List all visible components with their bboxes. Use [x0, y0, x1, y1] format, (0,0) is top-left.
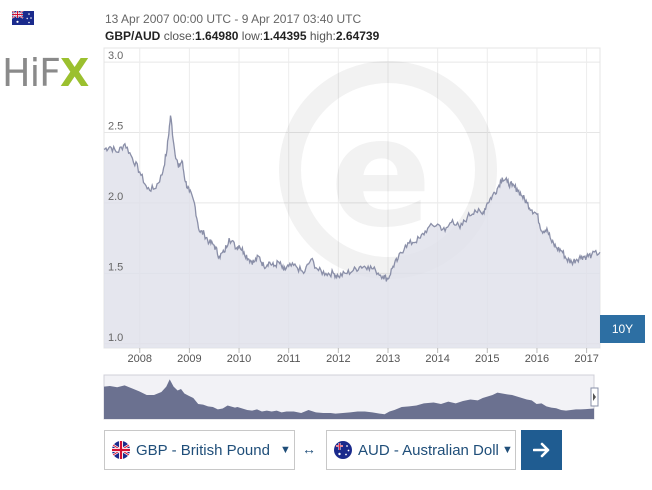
x-axis-labels: 2008 2009 2010 2011 2012 2013 2014 2015 2016 2017 [128, 353, 599, 365]
close-value: 1.64980 [195, 29, 239, 43]
from-currency-select[interactable]: GBP - British Pound ▼ [104, 430, 295, 470]
x-tick-label: 2013 [376, 353, 400, 365]
close-label: close: [163, 29, 196, 43]
y-tick-label: 2.0 [108, 191, 123, 203]
high-label: high: [309, 29, 336, 43]
y-tick-label: 1.5 [108, 261, 123, 273]
watermark-logo: e [279, 61, 497, 279]
logo-hi: Hi [2, 51, 40, 95]
date-range: 13 Apr 2007 00:00 UTC - 9 Apr 2017 03:40… [105, 12, 362, 26]
x-tick-label: 2017 [574, 353, 598, 365]
x-tick-label: 2016 [525, 353, 549, 365]
low-value: 1.44395 [263, 29, 307, 43]
arrow-right-icon [532, 442, 549, 458]
navigator-area [104, 379, 594, 419]
y-axis-labels: 1.0 1.5 2.0 2.5 3.0 [108, 50, 123, 344]
rate-area [104, 115, 600, 348]
chevron-down-icon: ▼ [280, 444, 291, 456]
period-10y-button[interactable]: 10Y [600, 315, 645, 343]
convert-go-button[interactable] [521, 430, 562, 470]
x-tick-label: 2015 [475, 353, 499, 365]
price-summary: GBP/AUD close:1.64980 low:1.44395 high:2… [105, 29, 379, 43]
from-currency-label: GBP - British Pound [136, 441, 270, 459]
x-tick-label: 2009 [177, 353, 201, 365]
australia-flag-icon [12, 11, 34, 25]
x-tick-label: 2014 [425, 353, 449, 365]
y-tick-label: 3.0 [108, 50, 123, 62]
rate-line [103, 115, 601, 282]
currency-pair: GBP/AUD [105, 29, 161, 43]
logo-f: F [39, 51, 61, 95]
logo-x: X [60, 51, 89, 95]
x-tick-label: 2010 [227, 353, 251, 365]
to-currency-label: AUD - Australian Dollar [358, 441, 498, 459]
to-currency-select[interactable]: AUD - Australian Dollar ▼ [326, 430, 516, 470]
hifx-logo: HiFX [2, 51, 89, 95]
rate-chart[interactable]: e 1.01.52.02.53.0 2008 2009 2010 2011 2012 20… [0, 0, 652, 430]
y-tick-label: 1.0 [108, 332, 123, 344]
high-value: 2.64739 [335, 29, 380, 43]
low-label: low: [241, 29, 264, 43]
chevron-down-icon: ▼ [502, 444, 513, 456]
svg-text:e: e [330, 87, 432, 261]
australia-round-flag-icon [334, 441, 352, 459]
uk-flag-icon [112, 441, 130, 459]
x-tick-label: 2012 [326, 353, 350, 365]
navigator-arrow-icon [593, 393, 596, 401]
x-tick-label: 2008 [128, 353, 152, 365]
y-tick-label: 2.5 [108, 121, 123, 133]
swap-icon[interactable]: ↔ [302, 441, 316, 457]
x-tick-label: 2011 [277, 353, 301, 365]
